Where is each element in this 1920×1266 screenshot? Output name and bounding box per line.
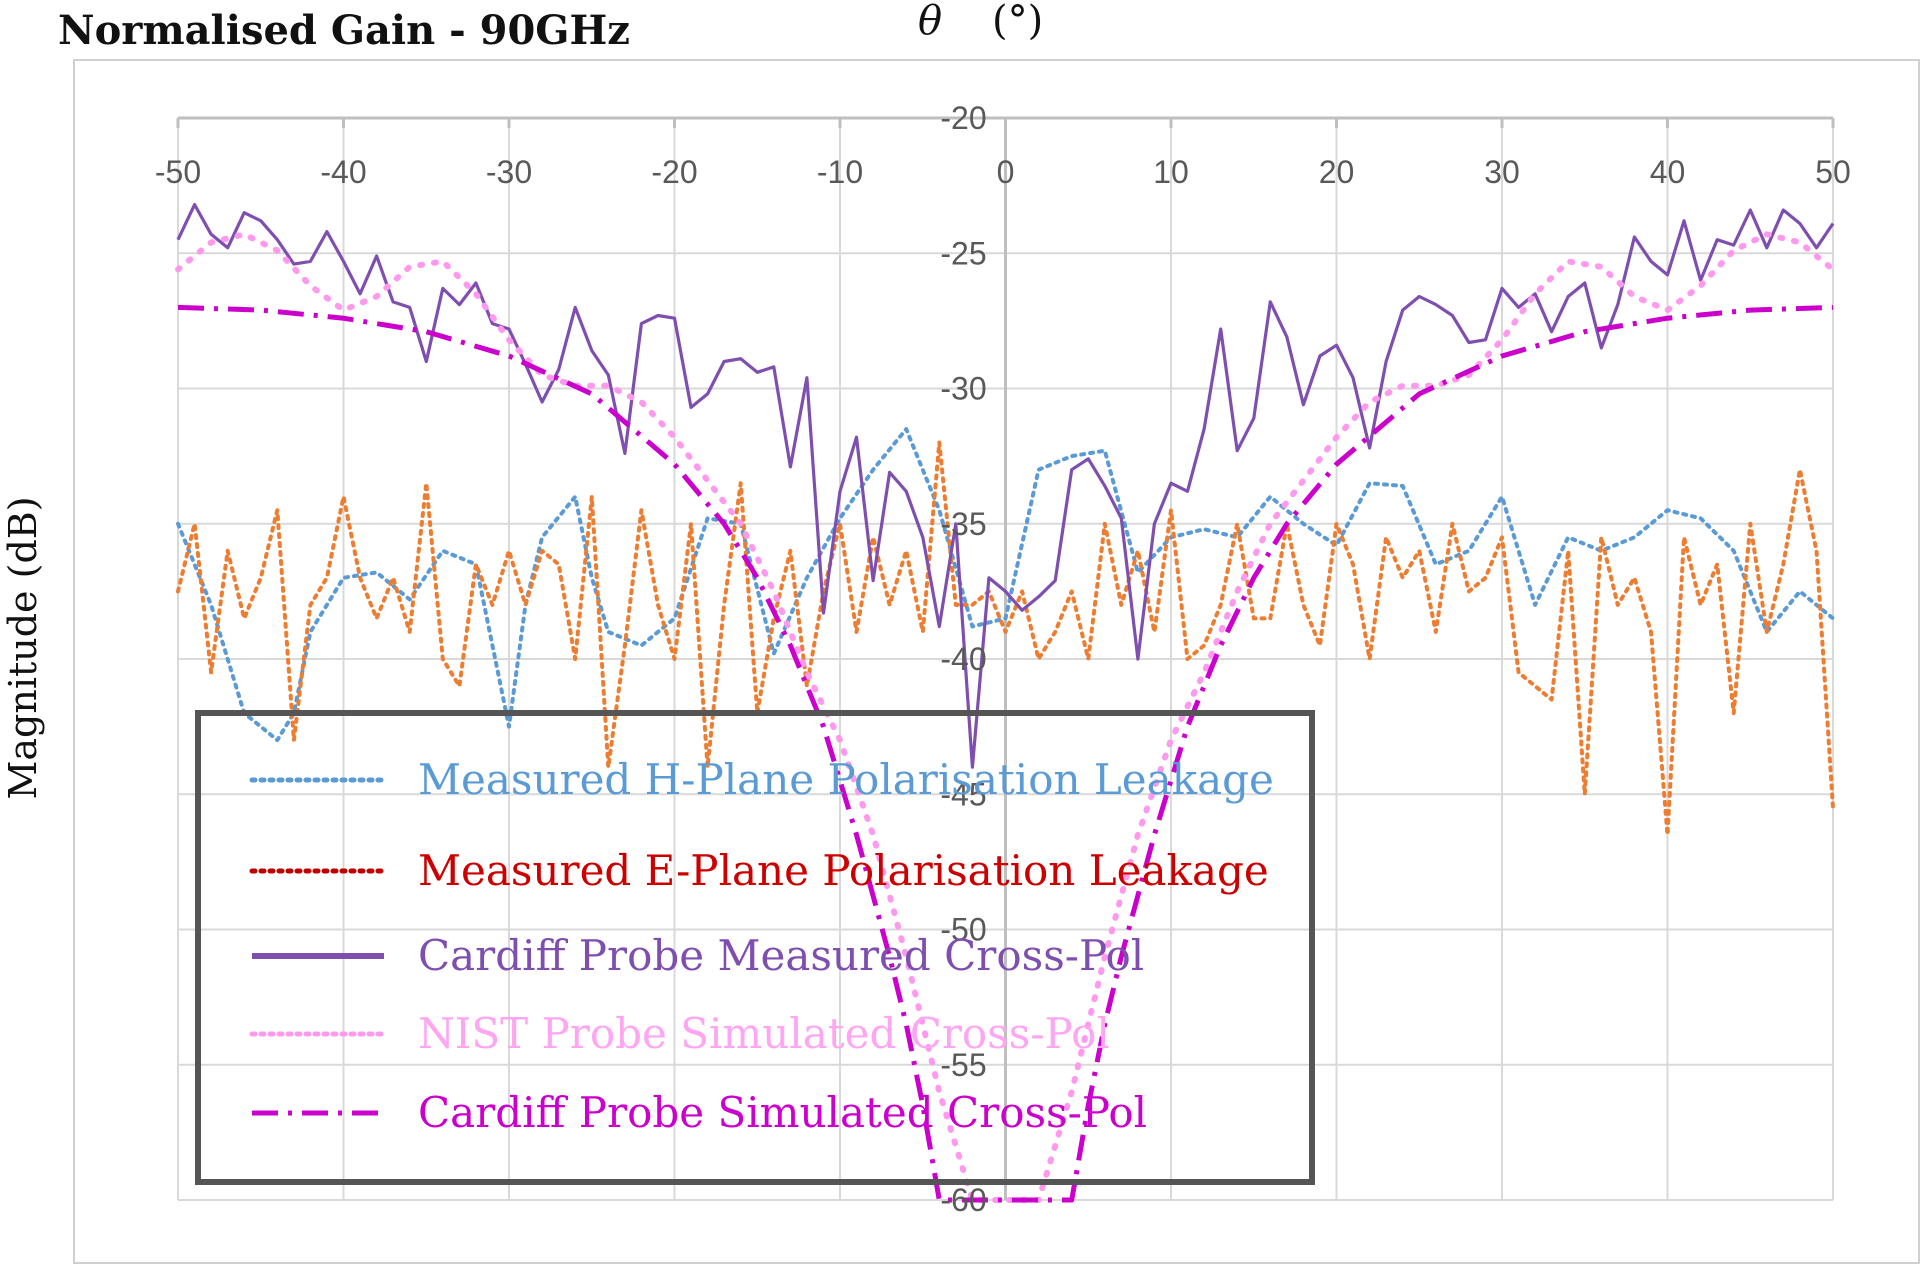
x-tick-label: -30 xyxy=(486,154,532,190)
legend-label: Cardiff Probe Simulated Cross-Pol xyxy=(418,1088,1147,1137)
series-line-4 xyxy=(175,231,1836,1203)
legend-label: NIST Probe Simulated Cross-Pol xyxy=(418,1009,1110,1058)
x-tick-label: -10 xyxy=(817,154,863,190)
x-axis-label-symbol: θ xyxy=(918,0,942,44)
x-tick-label: -40 xyxy=(320,154,366,190)
plot-series xyxy=(175,203,1836,1203)
y-tick-label: -25 xyxy=(940,235,986,271)
y-tick-label: -40 xyxy=(940,641,986,677)
y-tick-label: -55 xyxy=(940,1047,986,1083)
legend-label: Cardiff Probe Measured Cross-Pol xyxy=(418,931,1144,980)
series-line-3 xyxy=(176,203,1835,769)
legend-label: Measured H-Plane Polarisation Leakage xyxy=(418,755,1274,804)
x-tick-label: 50 xyxy=(1815,154,1851,190)
y-tick-label: -20 xyxy=(940,100,986,136)
x-axis-label-unit: (°) xyxy=(992,0,1043,44)
y-tick-label: -45 xyxy=(940,776,986,812)
axes xyxy=(176,116,1835,1200)
legend: Measured H-Plane Polarisation Leakage Mea… xyxy=(195,710,1315,1185)
chart-area-border xyxy=(73,59,1920,1264)
y-tick-label: -35 xyxy=(940,506,986,542)
x-tick-label: 10 xyxy=(1153,154,1189,190)
y-axis-label: Magnitude (dB) xyxy=(1,496,45,799)
y-tick-label: -60 xyxy=(940,1182,986,1218)
x-tick-label: 20 xyxy=(1319,154,1355,190)
y-tick-label: -30 xyxy=(940,371,986,407)
series-line-2 xyxy=(176,440,1835,837)
series-line-1 xyxy=(176,427,1835,743)
x-tick-label: 30 xyxy=(1484,154,1520,190)
y-tick-label: -50 xyxy=(940,912,986,948)
x-tick-label: -20 xyxy=(651,154,697,190)
legend-label: Measured E-Plane Polarisation Leakage xyxy=(418,846,1269,895)
x-tick-label: 40 xyxy=(1650,154,1686,190)
legend-box xyxy=(195,710,1315,1185)
x-tick-label: -50 xyxy=(155,154,201,190)
x-tick-label: 0 xyxy=(997,154,1015,190)
chart-title: Normalised Gain - 90GHz xyxy=(58,7,630,54)
tick-labels: -50 -40 -30 -20 -10 0 10 20 30 40 50 -20 -25 -30 -35 -4… xyxy=(155,100,1851,1218)
